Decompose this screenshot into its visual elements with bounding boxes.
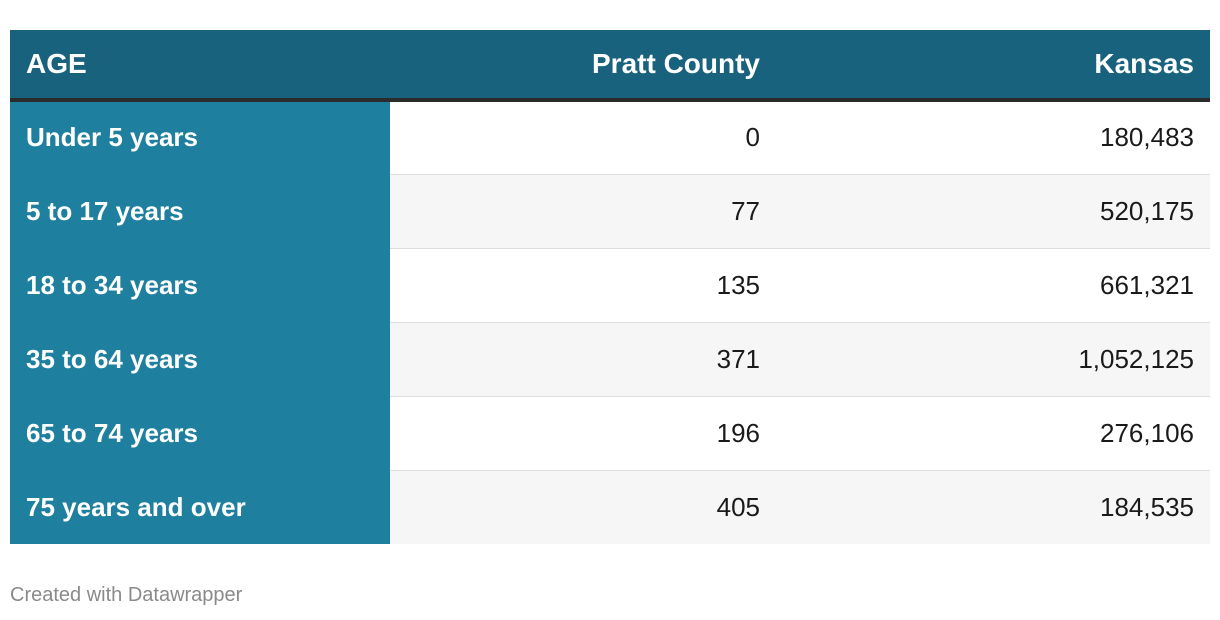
cell-pratt-county: 135 [390,248,776,323]
table-row: 75 years and over 405 184,535 [10,470,1210,544]
table-row: 35 to 64 years 371 1,052,125 [10,322,1210,397]
row-label: 18 to 34 years [10,248,390,323]
table-row: 18 to 34 years 135 661,321 [10,248,1210,323]
cell-pratt-county: 0 [390,100,776,175]
row-label: 75 years and over [10,470,390,544]
row-label: 65 to 74 years [10,396,390,471]
table-row: 5 to 17 years 77 520,175 [10,174,1210,249]
data-table-container: AGE Pratt County Kansas Under 5 years 0 … [10,30,1210,544]
column-header-pratt-county: Pratt County [390,30,776,102]
cell-pratt-county: 196 [390,396,776,471]
row-label: 35 to 64 years [10,322,390,397]
row-label: Under 5 years [10,100,390,175]
cell-pratt-county: 371 [390,322,776,397]
cell-kansas: 661,321 [776,248,1210,323]
table-row: 65 to 74 years 196 276,106 [10,396,1210,471]
cell-kansas: 180,483 [776,100,1210,175]
datawrapper-credit[interactable]: Created with Datawrapper [10,584,243,606]
cell-kansas: 1,052,125 [776,322,1210,397]
cell-kansas: 276,106 [776,396,1210,471]
cell-kansas: 520,175 [776,174,1210,249]
table-header-row: AGE Pratt County Kansas [10,30,1210,102]
column-header-kansas: Kansas [776,30,1210,102]
cell-kansas: 184,535 [776,470,1210,544]
column-header-age: AGE [10,30,390,102]
cell-pratt-county: 77 [390,174,776,249]
table-row: Under 5 years 0 180,483 [10,100,1210,175]
row-label: 5 to 17 years [10,174,390,249]
cell-pratt-county: 405 [390,470,776,544]
age-data-table: AGE Pratt County Kansas Under 5 years 0 … [10,30,1210,544]
